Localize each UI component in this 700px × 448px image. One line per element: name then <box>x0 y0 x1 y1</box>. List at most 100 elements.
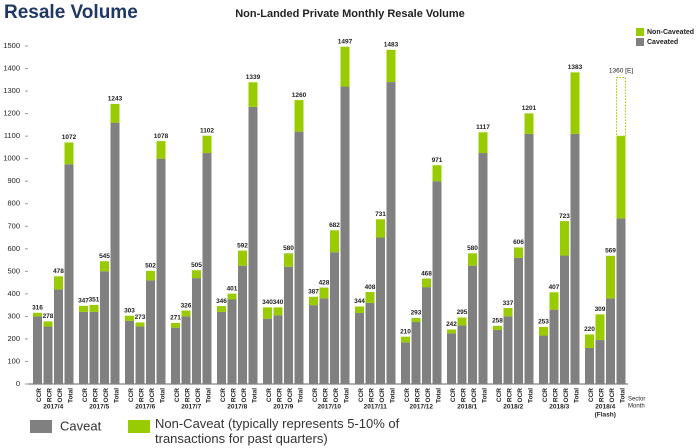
month-label: 2017/11 <box>364 404 388 411</box>
caveat-bar <box>248 106 258 384</box>
noncaveat-bar <box>79 305 88 312</box>
y-tick-label: 900 <box>7 176 20 185</box>
month-axis-label: Month <box>628 404 645 410</box>
y-tick-label: 200 <box>7 334 20 343</box>
caveat-bar <box>79 311 88 384</box>
total-label: 971 <box>432 157 443 164</box>
estimate-label: 1360 [E] <box>609 67 633 74</box>
month-label: 2017/6 <box>135 404 155 411</box>
total-label: 1383 <box>568 64 583 71</box>
noncaveat-bar <box>432 165 442 182</box>
month-label: 2017/9 <box>273 404 293 411</box>
noncaveat-bar <box>493 325 502 330</box>
y-tick-label: 1500 <box>3 41 20 50</box>
month-label: 2017/4 <box>43 404 63 411</box>
total-label: 723 <box>559 213 570 220</box>
caveat-bar <box>340 86 350 384</box>
caveat-bar <box>171 327 180 384</box>
y-tick-label: 1000 <box>3 154 20 163</box>
noncaveat-bar <box>294 100 304 132</box>
caveat-bar <box>422 287 431 384</box>
sector-label: Total <box>206 388 213 403</box>
caveat-bar <box>503 316 513 384</box>
flash-note: (Flash) <box>595 412 616 419</box>
total-label: 502 <box>145 263 156 270</box>
chart-title: Non-Landed Private Monthly Resale Volume <box>235 8 465 20</box>
caveat-bar <box>432 181 442 384</box>
caveat-bar <box>110 122 120 384</box>
y-tick-label: 400 <box>7 289 20 298</box>
sector-label: CCR <box>174 388 181 402</box>
sector-label: Total <box>482 388 489 403</box>
caveat-bar <box>263 318 272 384</box>
total-label: 351 <box>89 297 100 304</box>
caveat-bar <box>595 340 605 384</box>
caveat-bar <box>560 255 569 384</box>
sector-label: RCR <box>415 388 422 402</box>
legend-swatch <box>636 28 644 36</box>
caveat-bar <box>570 133 580 384</box>
total-label: 295 <box>457 309 468 316</box>
total-label: 408 <box>365 284 376 291</box>
sector-axis-label: Sector <box>628 397 645 403</box>
bottom-legend-swatch <box>30 420 52 433</box>
total-label: 407 <box>549 284 560 291</box>
noncaveat-bar <box>273 307 283 316</box>
caveat-bar <box>33 316 42 384</box>
total-label: 592 <box>237 242 248 249</box>
sector-label: RCR <box>93 388 100 402</box>
total-label: 337 <box>503 300 514 307</box>
caveat-bar <box>64 164 74 384</box>
sector-label: CCR <box>82 388 89 402</box>
caveat-bar <box>273 315 283 384</box>
noncaveat-bar <box>110 103 120 123</box>
sector-label: Total <box>68 388 75 403</box>
month-label: 2018/2 <box>503 404 523 411</box>
sector-label: OCR <box>425 388 432 403</box>
noncaveat-bar <box>616 136 626 219</box>
total-label: 293 <box>411 310 422 317</box>
sector-label: RCR <box>553 388 560 402</box>
caveat-bar <box>355 313 364 384</box>
sector-label: OCR <box>609 388 616 403</box>
total-label: 478 <box>53 268 64 275</box>
caveat-bar <box>401 342 410 384</box>
noncaveat-bar <box>365 292 375 303</box>
caveat-bar <box>181 316 191 384</box>
y-tick-label: 1400 <box>3 64 20 73</box>
total-label: 401 <box>227 285 238 292</box>
y-tick-label: 1300 <box>3 86 20 95</box>
noncaveat-bar <box>595 314 605 341</box>
caveat-bar <box>192 278 201 384</box>
sector-label: OCR <box>517 388 524 403</box>
total-label: 278 <box>43 313 54 320</box>
noncaveat-bar <box>89 304 99 312</box>
sector-label: Total <box>620 388 627 403</box>
total-label: 1117 <box>476 124 490 131</box>
noncaveat-bar <box>146 270 155 281</box>
total-label: 316 <box>32 305 43 312</box>
month-label: 2017/5 <box>89 404 109 411</box>
sector-label: CCR <box>128 388 135 402</box>
caveat-bar <box>457 325 467 384</box>
y-tick-label: 1100 <box>4 131 20 140</box>
noncaveat-bar <box>468 253 477 266</box>
caveat-bar <box>386 82 396 384</box>
sector-label: Total <box>114 388 121 403</box>
sector-label: Total <box>436 388 443 403</box>
caveat-bar <box>478 153 488 384</box>
y-tick-label: 600 <box>7 244 20 253</box>
noncaveat-bar <box>386 49 396 83</box>
sector-label: CCR <box>36 388 43 402</box>
noncaveat-bar <box>401 336 410 343</box>
noncaveat-bar <box>309 296 318 306</box>
caveat-bar <box>309 305 318 384</box>
noncaveat-bar <box>330 230 339 253</box>
noncaveat-bar <box>319 287 329 299</box>
caveat-bar <box>493 329 502 384</box>
total-label: 505 <box>191 262 202 269</box>
total-label: 326 <box>181 302 192 309</box>
sector-label: CCR <box>542 388 549 402</box>
noncaveat-bar <box>606 255 615 299</box>
noncaveat-bar <box>100 261 109 272</box>
